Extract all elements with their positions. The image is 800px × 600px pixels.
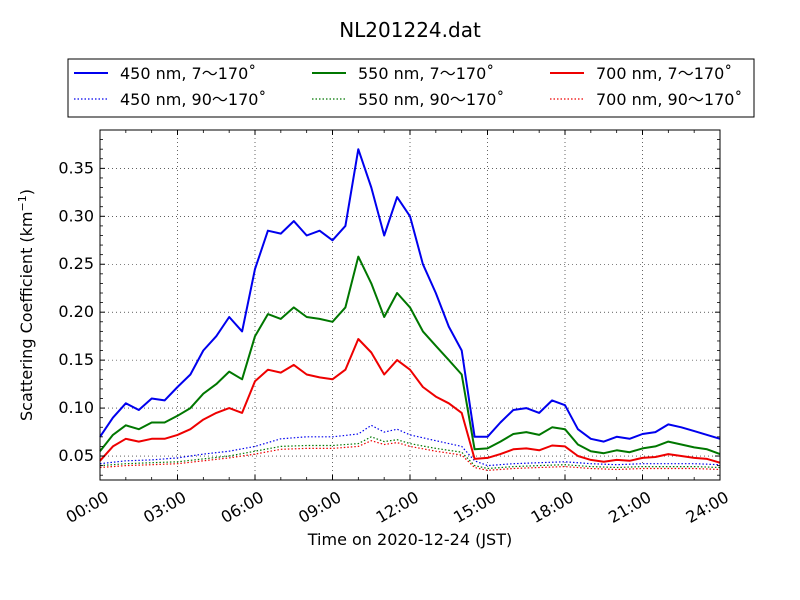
- legend: 450 nm, 7～170˚ 450 nm, 90～170˚ 550 nm, 7～1…: [67, 58, 755, 118]
- y-axis-label-sup: −1: [16, 195, 29, 211]
- x-tick-label: 24:00: [683, 487, 732, 527]
- legend-box: [67, 58, 755, 118]
- y-tick-label: 0.30: [58, 206, 94, 225]
- grid: [100, 130, 720, 480]
- legend-label: 700 nm, 7～170˚: [596, 64, 732, 83]
- x-tick-label: 18:00: [528, 487, 577, 527]
- x-tick-label: 03:00: [140, 487, 189, 527]
- x-axis-label: Time on 2020-12-24 (JST): [307, 530, 512, 549]
- series-line: [99, 338, 721, 464]
- y-tick-label: 0.20: [58, 302, 94, 321]
- legend-label: 550 nm, 90～170˚: [358, 90, 504, 109]
- series-layer: [99, 148, 721, 471]
- y-axis-label-main: Scattering Coefficient (km: [17, 211, 36, 421]
- x-tick-label: 12:00: [373, 487, 422, 527]
- series-line: [99, 440, 721, 471]
- legend-label: 700 nm, 90～170˚: [596, 90, 742, 109]
- x-tick-label: 06:00: [218, 487, 267, 527]
- chart-title: NL201224.dat: [339, 18, 481, 42]
- x-tick-label: 21:00: [605, 487, 654, 527]
- y-tick-label: 0.15: [58, 350, 94, 369]
- y-tick-label: 0.25: [58, 254, 94, 273]
- series-line: [99, 255, 721, 456]
- series-line: [99, 424, 721, 467]
- x-tick-label: 15:00: [450, 487, 499, 527]
- y-axis-label-tail: ): [17, 189, 36, 195]
- x-tick-label: 09:00: [295, 487, 344, 527]
- y-tick-label: 0.10: [58, 398, 94, 417]
- y-axis-label: Scattering Coefficient (km−1): [16, 189, 36, 421]
- series-line: [99, 148, 721, 443]
- y-tick-label: 0.05: [58, 446, 94, 465]
- legend-label: 450 nm, 7～170˚: [120, 64, 256, 83]
- series-line: [99, 436, 721, 470]
- legend-label: 550 nm, 7～170˚: [358, 64, 494, 83]
- y-tick-label: 0.35: [58, 158, 94, 177]
- x-tick-label: 00:00: [63, 487, 112, 527]
- legend-label: 450 nm, 90～170˚: [120, 90, 266, 109]
